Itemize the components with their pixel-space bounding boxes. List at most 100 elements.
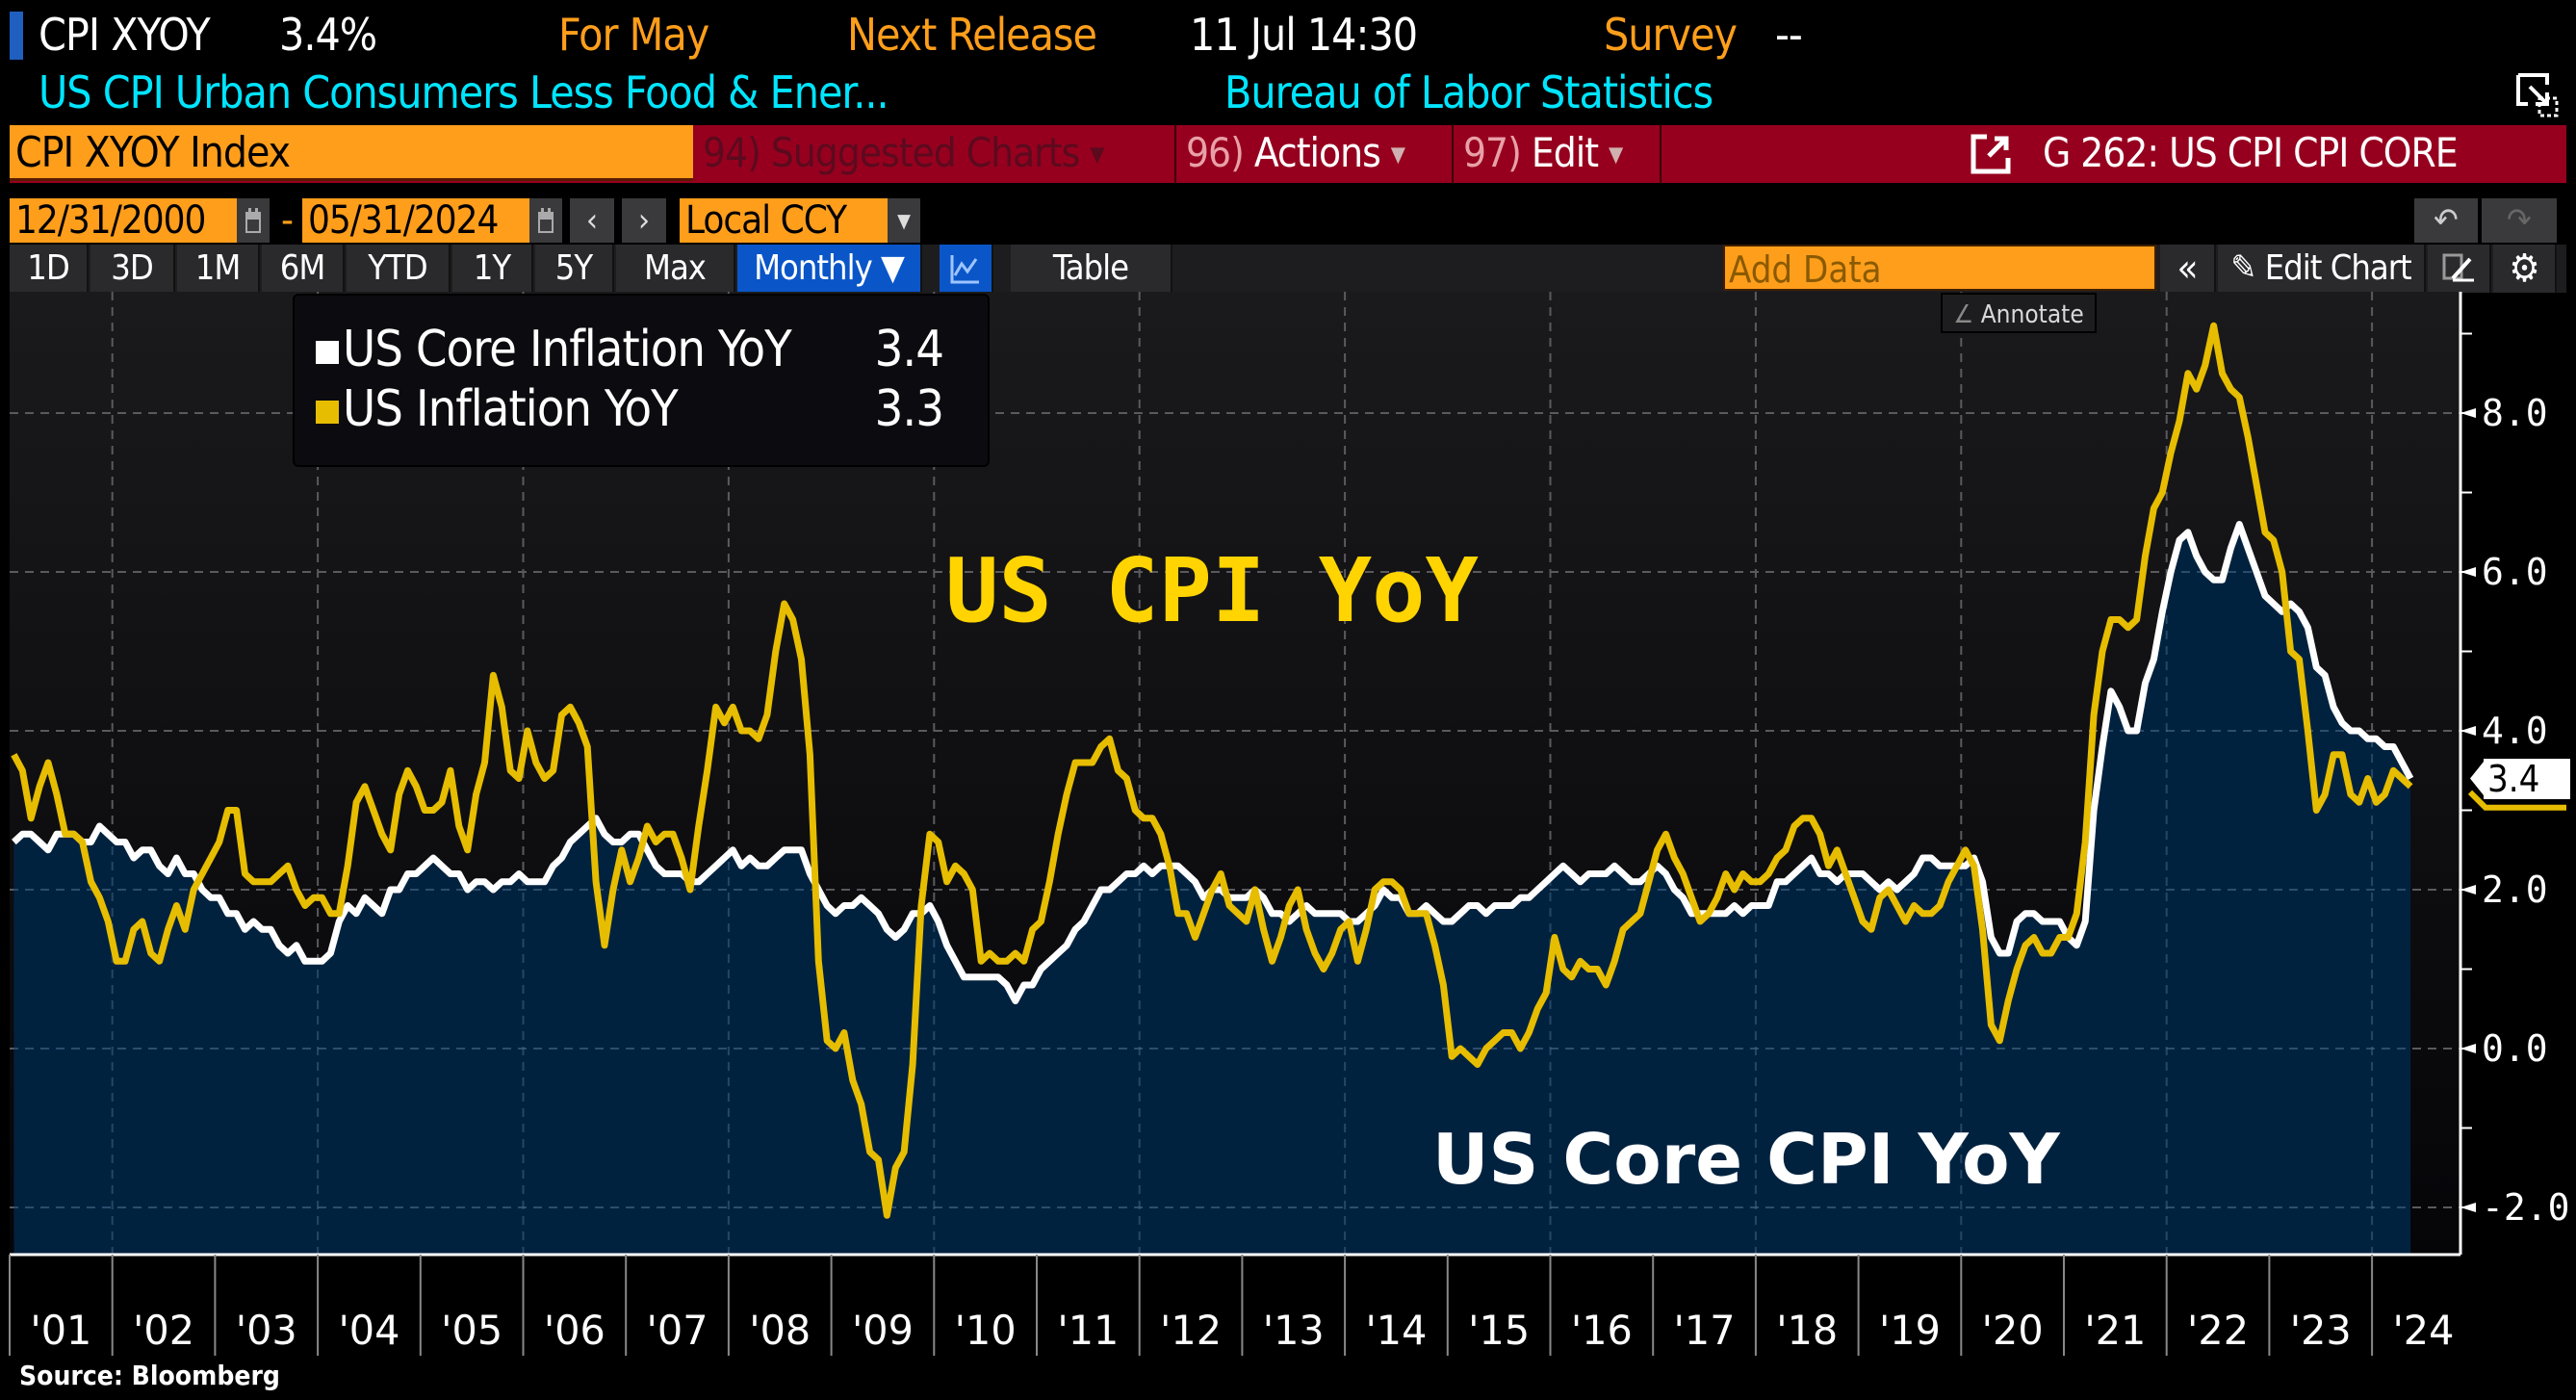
- y-tick-marker: [2460, 567, 2476, 577]
- actions-num: 96): [1186, 129, 1245, 176]
- x-tick-label: '03: [236, 1307, 297, 1354]
- y-tick-label: 4.0: [2482, 710, 2548, 752]
- security-input[interactable]: CPI XYOY Index: [10, 125, 693, 181]
- cpi-chart: -2.00.02.04.06.08.0 '01'02'03'04'05'06'0…: [9, 292, 2570, 1356]
- next-period-button[interactable]: ›: [622, 198, 666, 243]
- x-tick-label: '11: [1057, 1307, 1119, 1354]
- period-tab-5y[interactable]: 5Y: [535, 245, 614, 293]
- survey-value: --: [1775, 9, 1803, 61]
- table-tab[interactable]: Table: [1011, 245, 1172, 293]
- caret-down-icon: ▼: [1609, 143, 1623, 168]
- start-date-input[interactable]: 12/31/2000: [10, 198, 237, 243]
- settings-gear-icon[interactable]: ⚙: [2493, 245, 2557, 293]
- x-tick-label: '01: [30, 1307, 91, 1354]
- actions-button[interactable]: 96) Actions ▼: [1178, 125, 1454, 183]
- prev-period-button[interactable]: ‹: [570, 198, 614, 243]
- edit-chart-button[interactable]: ✎ Edit Chart: [2218, 245, 2426, 293]
- security-description: US CPI Urban Consumers Less Food & Ener.…: [39, 66, 889, 118]
- next-release-value: 11 Jul 14:30: [1190, 9, 1418, 61]
- headline-last-value-marker: [2467, 790, 2566, 811]
- suggested-charts-label: Suggested Charts: [770, 129, 1080, 176]
- start-calendar-icon[interactable]: [237, 198, 270, 243]
- redo-button[interactable]: ↷: [2482, 198, 2557, 243]
- legend-item-core[interactable]: US Core Inflation YoY 3.4: [316, 321, 966, 378]
- x-tick-label: '17: [1674, 1307, 1736, 1354]
- x-tick-label: '13: [1263, 1307, 1325, 1354]
- y-tick-marker: [2460, 1044, 2476, 1053]
- legend-swatch-yellow: [316, 401, 339, 424]
- caret-down-icon: ▼: [1090, 143, 1104, 168]
- pencil-icon: ✎: [2230, 248, 2256, 288]
- x-tick-label: '12: [1160, 1307, 1222, 1354]
- currency-select[interactable]: Local CCY: [680, 198, 888, 243]
- annotate-pen-icon: ∠: [1953, 300, 1974, 329]
- end-date-input[interactable]: 05/31/2024: [302, 198, 529, 243]
- line-chart-icon[interactable]: [940, 245, 993, 293]
- suggested-charts-button[interactable]: 94) Suggested Charts ▼: [695, 125, 1176, 183]
- next-release-label: Next Release: [847, 9, 1097, 61]
- period-tab-6m[interactable]: 6M: [262, 245, 345, 293]
- annotate-label: Annotate: [1980, 300, 2084, 329]
- axes: [10, 292, 2462, 1257]
- add-data-input[interactable]: Add Data: [1723, 245, 2156, 291]
- y-tick-label: 0.0: [2482, 1027, 2548, 1070]
- last-value-label: 3.4: [2484, 758, 2570, 799]
- x-tick-label: '05: [441, 1307, 502, 1354]
- legend-item-headline[interactable]: US Inflation YoY 3.3: [316, 380, 966, 438]
- x-tick-label: '09: [852, 1307, 914, 1354]
- annotation-us-cpi: US CPI YoY: [945, 539, 1479, 642]
- legend-swatch-white: [316, 341, 339, 364]
- date-separator: -: [281, 198, 294, 243]
- x-tick-label: '22: [2187, 1307, 2249, 1354]
- launch-chart-icon[interactable]: [1970, 133, 2012, 175]
- frequency-select[interactable]: Monthly ▼: [737, 245, 922, 293]
- x-tick-label: '21: [2084, 1307, 2146, 1354]
- last-value-pointer: [2470, 759, 2486, 798]
- edit-button[interactable]: 97) Edit ▼: [1455, 125, 1662, 183]
- period-tab-3d[interactable]: 3D: [90, 245, 175, 293]
- y-tick-marker: [2460, 408, 2476, 418]
- period-tab-max[interactable]: Max: [616, 245, 735, 293]
- x-tick-label: '16: [1571, 1307, 1633, 1354]
- period-tab-ytd[interactable]: YTD: [347, 245, 451, 293]
- undock-window-icon[interactable]: [2514, 71, 2561, 119]
- collapse-button[interactable]: «: [2160, 245, 2216, 293]
- x-tick-label: '04: [338, 1307, 399, 1354]
- x-tick-label: '08: [749, 1307, 811, 1354]
- caret-down-icon: ▼: [1390, 143, 1405, 168]
- ticker-label: CPI XYOY: [39, 9, 211, 61]
- undo-button[interactable]: ↶: [2414, 198, 2478, 243]
- edit-num: 97): [1463, 129, 1522, 176]
- y-axis-ticks: -2.0 0.0 2.0 4.0 6.0 8.0: [2460, 332, 2570, 1229]
- x-tick-label: '10: [955, 1307, 1017, 1354]
- legend-value: 3.4: [874, 321, 944, 378]
- x-tick-label: '18: [1776, 1307, 1838, 1354]
- x-tick-label: '02: [133, 1307, 194, 1354]
- core-inflation-area: [13, 524, 2411, 1255]
- security-marker: [10, 12, 23, 60]
- period-tab-1d[interactable]: 1D: [10, 245, 89, 293]
- chart-id[interactable]: G 262: US CPI CPI CORE: [2043, 129, 2459, 176]
- legend-label: US Inflation YoY: [343, 380, 679, 438]
- y-tick-label: -2.0: [2482, 1186, 2570, 1229]
- legend-value: 3.3: [874, 380, 944, 438]
- x-tick-label: '07: [647, 1307, 708, 1354]
- legend-label: US Core Inflation YoY: [343, 321, 792, 378]
- annotate-button[interactable]: ∠ Annotate: [1941, 293, 2097, 333]
- x-tick-label: '14: [1365, 1307, 1427, 1354]
- x-tick-label: '24: [2392, 1307, 2454, 1354]
- period-tab-1y[interactable]: 1Y: [452, 245, 533, 293]
- y-tick-label: 2.0: [2482, 869, 2548, 911]
- end-calendar-icon[interactable]: [529, 198, 562, 243]
- actions-label: Actions: [1253, 129, 1381, 176]
- source-agency: Bureau of Labor Statistics: [1224, 66, 1713, 118]
- period-tab-1m[interactable]: 1M: [177, 245, 260, 293]
- chart-legend[interactable]: US Core Inflation YoY 3.4 US Inflation Y…: [293, 294, 990, 467]
- currency-dropdown-icon[interactable]: ▼: [888, 198, 920, 243]
- period-label: For May: [558, 9, 709, 61]
- ticker-value: 3.4%: [279, 9, 377, 61]
- x-tick-label: '19: [1879, 1307, 1941, 1354]
- annotate-tool-icon[interactable]: [2428, 245, 2491, 293]
- annotation-us-core-cpi: US Core CPI YoY: [1432, 1119, 2060, 1200]
- survey-label: Survey: [1604, 9, 1738, 61]
